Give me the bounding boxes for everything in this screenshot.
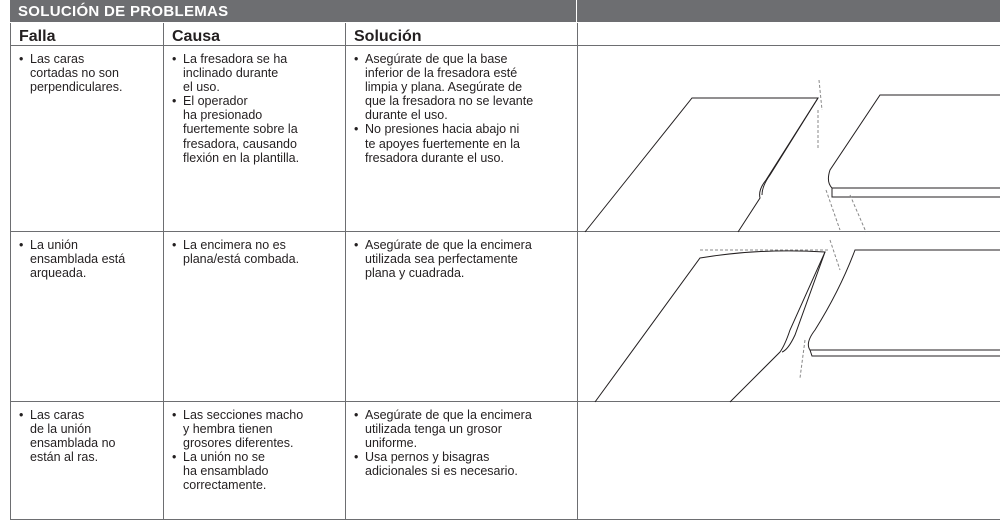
text-line: uniforme. <box>365 436 418 451</box>
text-line: el uso. <box>183 80 220 95</box>
text-line: utilizada tenga un grosor <box>365 422 502 437</box>
text-line: que la fresadora no se levante <box>365 94 534 109</box>
text-line: de la unión <box>30 422 92 437</box>
text-line: perpendiculares. <box>30 80 123 95</box>
image-cell <box>577 232 1000 402</box>
text-line: Las caras <box>30 52 85 66</box>
text-line: utilizada sea perfectamente <box>365 252 518 267</box>
text-line: inferior de la fresadora esté <box>365 66 518 81</box>
text-line: La unión no se <box>183 450 266 465</box>
text-line: La fresadora se ha <box>183 52 288 66</box>
text-line: fresadora durante el uso. <box>365 150 504 165</box>
column-header: Solución <box>345 23 577 46</box>
image-cell <box>577 46 1000 232</box>
text-line: ensamblada no <box>30 436 116 451</box>
text-line: fresadora, causando <box>183 136 297 151</box>
text-line: adicionales si es necesario. <box>365 464 518 479</box>
text-line: Asegúrate de que la encimera <box>365 408 532 422</box>
text-line: durante el uso. <box>365 108 448 123</box>
title: SOLUCIÓN DE PROBLEMAS <box>18 3 229 20</box>
text-line: inclinado durante <box>183 66 279 81</box>
text-line: No presiones hacia abajo ni <box>365 122 520 137</box>
text-line: Asegúrate de que la encimera <box>365 238 532 252</box>
text-line: y hembra tienen <box>183 422 273 437</box>
text-line: Las secciones macho <box>183 408 304 422</box>
text-line: están al ras. <box>30 450 99 465</box>
text-line: plana y cuadrada. <box>365 266 465 281</box>
text-line: La encimera no es <box>183 238 286 252</box>
text-line: cortadas no son <box>30 66 119 81</box>
title-bar: SOLUCIÓN DE PROBLEMAS <box>10 0 1000 23</box>
text-line: ha presionado <box>183 108 263 123</box>
header-cell <box>577 23 1000 46</box>
text-line: plana/está combada. <box>183 252 300 267</box>
text-line: fuertemente sobre la <box>183 122 298 137</box>
column-header: Causa <box>163 23 345 46</box>
text-line: flexión en la plantilla. <box>183 150 300 165</box>
text-line: Las caras <box>30 408 85 422</box>
text-line: limpia y plana. Asegúrate de <box>365 80 523 95</box>
illustration-2 <box>594 239 1000 403</box>
text-line: ensamblada está <box>30 252 126 267</box>
text-line: arqueada. <box>30 266 87 281</box>
text-line: correctamente. <box>183 478 267 493</box>
text-line: te apoyes fuertemente en la <box>365 136 520 151</box>
text-line: El operador <box>183 94 248 109</box>
column-header: Falla <box>10 23 163 46</box>
text-line: Usa pernos y bisagras <box>365 450 490 465</box>
text-line: Asegúrate de que la base <box>365 52 508 66</box>
text-line: ha ensamblado <box>183 464 269 479</box>
text-line: La unión <box>30 238 78 252</box>
text-line: grosores diferentes. <box>183 436 294 451</box>
illustration-1 <box>584 79 1000 233</box>
